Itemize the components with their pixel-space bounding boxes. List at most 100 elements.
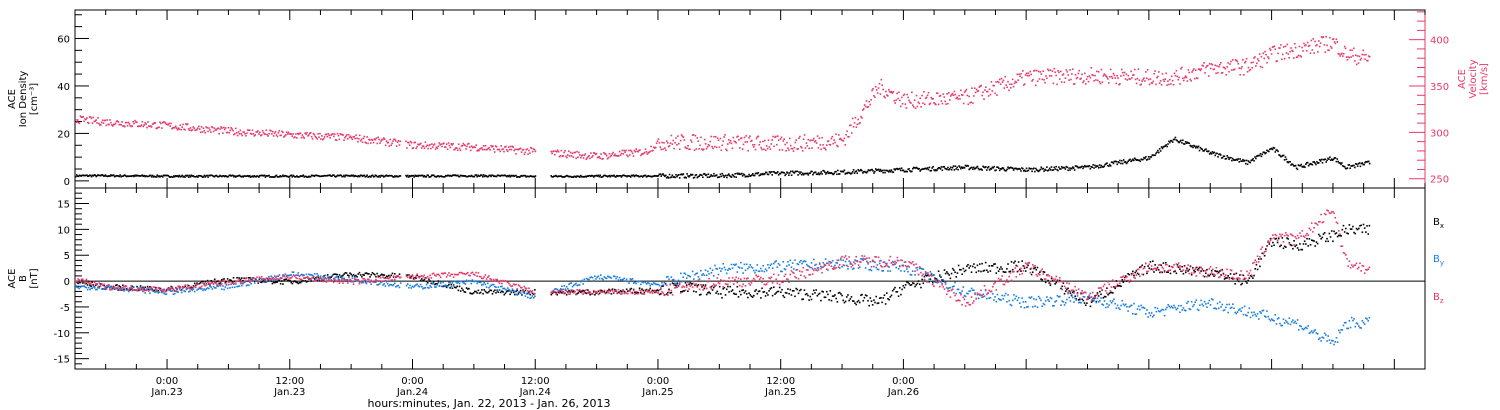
data-point: [1087, 296, 1089, 298]
data-point: [750, 140, 752, 143]
data-point: [459, 174, 462, 177]
data-point: [1044, 281, 1047, 284]
data-point: [985, 90, 988, 93]
data-point: [165, 293, 168, 295]
data-point: [768, 290, 770, 292]
data-point: [1149, 78, 1152, 80]
data-point: [531, 295, 534, 297]
data-point: [320, 138, 322, 140]
data-point: [120, 175, 122, 178]
data-point: [645, 176, 648, 178]
data-point: [457, 289, 460, 292]
data-point: [817, 267, 820, 269]
data-point: [712, 147, 714, 150]
data-point: [1047, 298, 1049, 301]
data-point: [497, 148, 500, 151]
data-point: [530, 146, 532, 149]
data-point: [594, 275, 596, 278]
data-point: [187, 176, 190, 178]
data-point: [1013, 167, 1016, 170]
data-point: [582, 283, 584, 285]
data-point: [913, 282, 915, 285]
data-point: [771, 267, 774, 269]
data-point: [598, 175, 601, 178]
data-point: [361, 141, 364, 144]
data-point: [985, 166, 987, 168]
data-point: [762, 264, 765, 267]
data-point: [1036, 169, 1039, 172]
data-point: [1091, 166, 1093, 169]
data-point: [675, 137, 677, 139]
data-point: [1048, 282, 1051, 284]
data-point: [963, 270, 966, 273]
data-point: [260, 278, 263, 280]
data-point: [869, 169, 872, 172]
data-point: [1004, 292, 1007, 295]
left-axis-title-line: [cm⁻³]: [29, 83, 40, 115]
data-point: [80, 285, 83, 288]
data-point: [150, 126, 153, 128]
data-point: [413, 141, 416, 144]
data-point: [179, 289, 182, 292]
data-point: [714, 175, 716, 177]
data-point: [782, 260, 785, 263]
data-point: [914, 167, 917, 169]
data-point: [1242, 274, 1245, 277]
data-point: [1043, 271, 1046, 273]
data-point: [413, 277, 416, 279]
data-point: [486, 282, 489, 285]
data-point: [927, 168, 930, 171]
data-point: [77, 175, 80, 178]
data-point: [916, 105, 919, 108]
data-point: [100, 121, 103, 124]
data-point: [1079, 166, 1081, 169]
data-point: [234, 176, 237, 178]
data-point: [1364, 58, 1366, 60]
data-point: [1247, 66, 1250, 69]
data-point: [1313, 52, 1315, 54]
data-point: [278, 279, 281, 282]
data-point: [893, 99, 896, 102]
data-point: [847, 268, 849, 270]
data-point: [140, 287, 143, 290]
data-point: [659, 146, 662, 148]
data-point: [491, 174, 493, 177]
data-point: [840, 170, 843, 173]
data-point: [1010, 261, 1013, 263]
data-point: [740, 293, 742, 296]
data-point: [1016, 270, 1019, 273]
data-point: [1028, 296, 1031, 299]
data-point: [126, 289, 129, 291]
data-point: [575, 176, 577, 178]
data-point: [508, 288, 510, 291]
data-point: [668, 288, 670, 291]
data-point: [1368, 55, 1371, 58]
data-point: [1305, 243, 1307, 245]
data-point: [1042, 302, 1045, 305]
data-point: [523, 291, 526, 293]
data-point: [1051, 169, 1054, 172]
data-point: [168, 122, 171, 125]
data-point: [670, 176, 673, 178]
data-point: [704, 284, 707, 286]
data-point: [1312, 239, 1314, 242]
data-point: [328, 174, 331, 177]
data-point: [695, 272, 697, 275]
data-point: [464, 283, 467, 285]
data-point: [176, 175, 179, 177]
data-point: [341, 175, 343, 178]
data-point: [381, 273, 383, 276]
data-point: [698, 147, 700, 150]
data-point: [1320, 237, 1322, 240]
left-tick-label: 0: [64, 277, 70, 288]
data-point: [895, 99, 897, 101]
data-point: [348, 136, 351, 139]
data-point: [1073, 301, 1075, 303]
data-point: [666, 142, 669, 144]
data-point: [991, 90, 994, 92]
data-point: [284, 134, 287, 136]
data-point: [923, 168, 925, 170]
data-point: [358, 175, 360, 177]
data-point: [201, 176, 204, 178]
data-point: [809, 266, 812, 269]
